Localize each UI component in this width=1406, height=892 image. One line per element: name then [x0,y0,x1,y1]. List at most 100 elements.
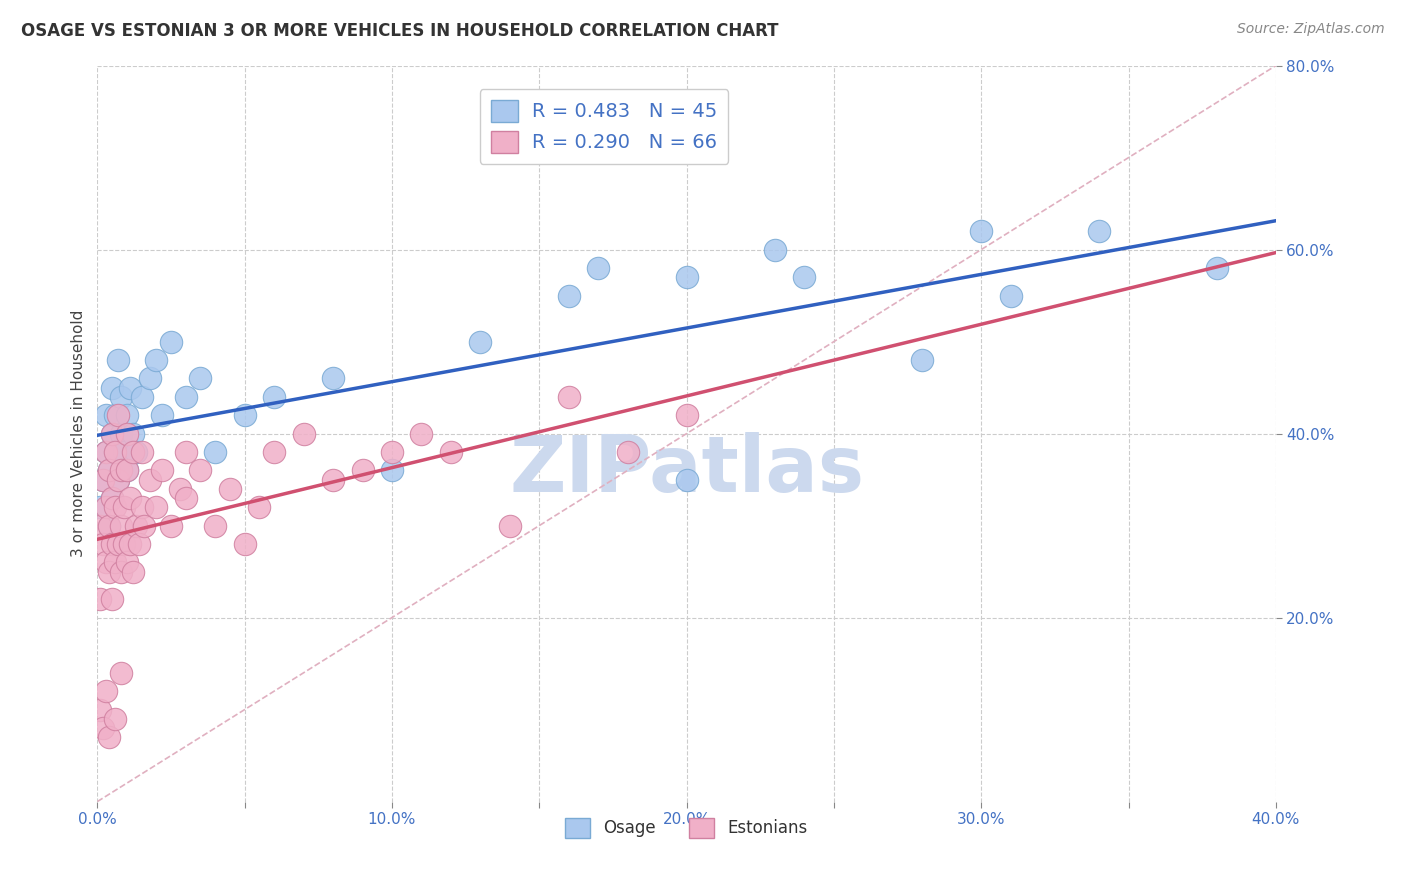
Point [104,445,127,459]
Point [118,537,141,551]
Point [89,592,111,607]
Point [675,408,697,422]
Point [586,260,609,275]
Point [1000,288,1022,302]
Point [104,555,127,569]
Point [98,463,121,477]
Point [104,445,127,459]
Point [131,390,153,404]
Point [110,390,132,404]
Point [112,445,135,459]
Point [970,224,993,238]
Point [1206,260,1229,275]
Point [1088,224,1111,238]
Point [150,463,173,477]
Point [675,270,697,285]
Point [101,491,124,505]
Point [112,500,135,515]
Point [96,445,118,459]
Point [110,426,132,441]
Point [292,426,315,441]
Point [110,518,132,533]
Y-axis label: 3 or more Vehicles in Household: 3 or more Vehicles in Household [72,310,86,558]
Point [96,408,118,422]
Point [139,371,162,385]
Point [104,408,127,422]
Point [322,371,344,385]
Point [174,491,197,505]
Point [381,463,404,477]
Point [150,408,173,422]
Point [558,288,581,302]
Point [115,463,138,477]
Point [91,473,114,487]
Point [174,390,197,404]
Point [169,482,191,496]
Point [124,518,146,533]
Point [101,592,124,607]
Point [233,537,256,551]
Point [190,463,212,477]
Point [204,445,226,459]
Point [145,353,167,368]
Point [101,537,124,551]
Point [499,518,522,533]
Point [104,712,127,726]
Point [98,463,121,477]
Point [190,371,212,385]
Point [98,565,121,579]
Point [263,445,285,459]
Point [115,408,138,422]
Point [89,500,111,515]
Point [763,243,786,257]
Point [352,463,374,477]
Text: ZIPatlas: ZIPatlas [509,433,865,508]
Point [558,390,581,404]
Point [793,270,815,285]
Point [174,445,197,459]
Point [107,473,129,487]
Point [675,473,697,487]
Point [112,537,135,551]
Point [204,518,226,533]
Point [98,730,121,744]
Point [101,491,124,505]
Point [160,518,183,533]
Point [124,445,146,459]
Point [104,500,127,515]
Point [121,445,143,459]
Legend: Osage, Estonians: Osage, Estonians [558,811,814,845]
Point [134,518,156,533]
Point [98,518,121,533]
Point [107,473,129,487]
Point [115,463,138,477]
Point [96,555,118,569]
Point [96,684,118,698]
Point [121,426,143,441]
Point [145,500,167,515]
Point [91,473,114,487]
Point [263,390,285,404]
Point [98,518,121,533]
Point [107,537,129,551]
Point [118,491,141,505]
Point [440,445,463,459]
Point [115,426,138,441]
Point [96,500,118,515]
Point [118,381,141,395]
Point [101,426,124,441]
Point [110,565,132,579]
Point [121,565,143,579]
Point [139,473,162,487]
Point [107,408,129,422]
Point [89,518,111,533]
Point [110,665,132,680]
Point [89,702,111,716]
Point [91,537,114,551]
Point [616,445,638,459]
Point [247,500,270,515]
Point [131,445,153,459]
Point [911,353,934,368]
Point [322,473,344,487]
Point [219,482,242,496]
